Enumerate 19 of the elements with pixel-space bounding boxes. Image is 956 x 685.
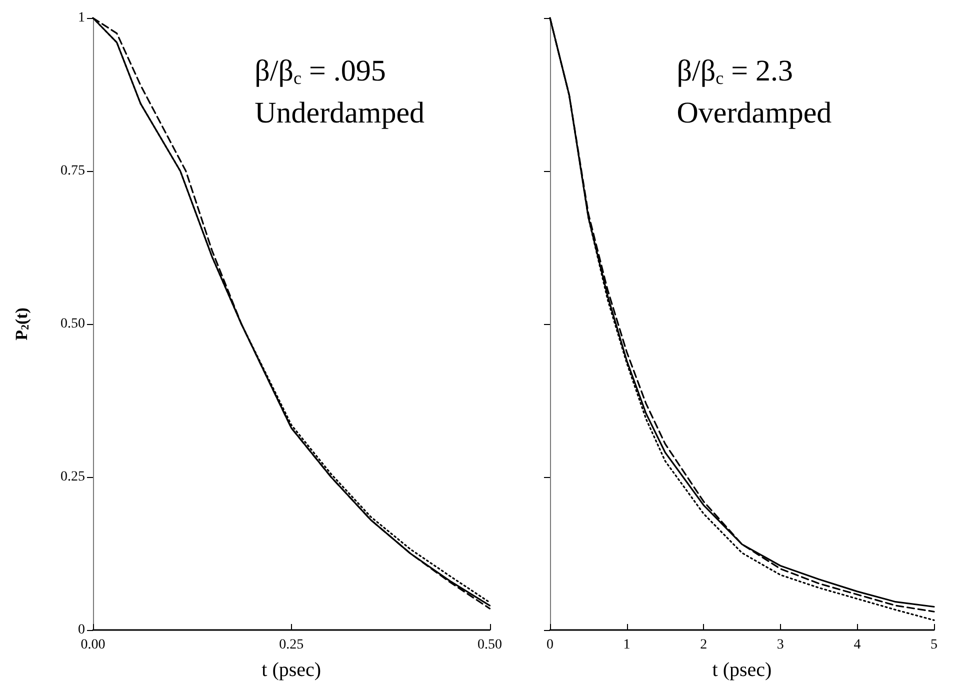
- x-axis-title: t (psec): [262, 659, 322, 681]
- y-axis-title: P2(t): [12, 308, 32, 340]
- annotation: Overdamped: [676, 96, 832, 130]
- annotation: Underdamped: [254, 96, 425, 130]
- x-tick-label: 3: [776, 638, 784, 652]
- x-tick-label: 0.25: [279, 638, 304, 652]
- x-tick-label: 4: [854, 638, 861, 652]
- y-tick-label: 0.25: [60, 470, 85, 484]
- y-tick-label: 0: [78, 622, 85, 638]
- x-tick-label: 0.00: [80, 638, 106, 652]
- x-tick-label: 2: [700, 638, 708, 652]
- x-tick-label: 5: [930, 638, 938, 652]
- y-tick-label: 0.75: [60, 164, 85, 178]
- x-tick-label: 1: [623, 638, 630, 652]
- y-tick-label: 0.50: [60, 316, 85, 332]
- x-tick-label: 0.50: [478, 638, 502, 652]
- x-tick-label: 0: [546, 638, 554, 652]
- x-axis-title: t (psec): [712, 659, 772, 681]
- y-tick-label: 1: [78, 10, 85, 26]
